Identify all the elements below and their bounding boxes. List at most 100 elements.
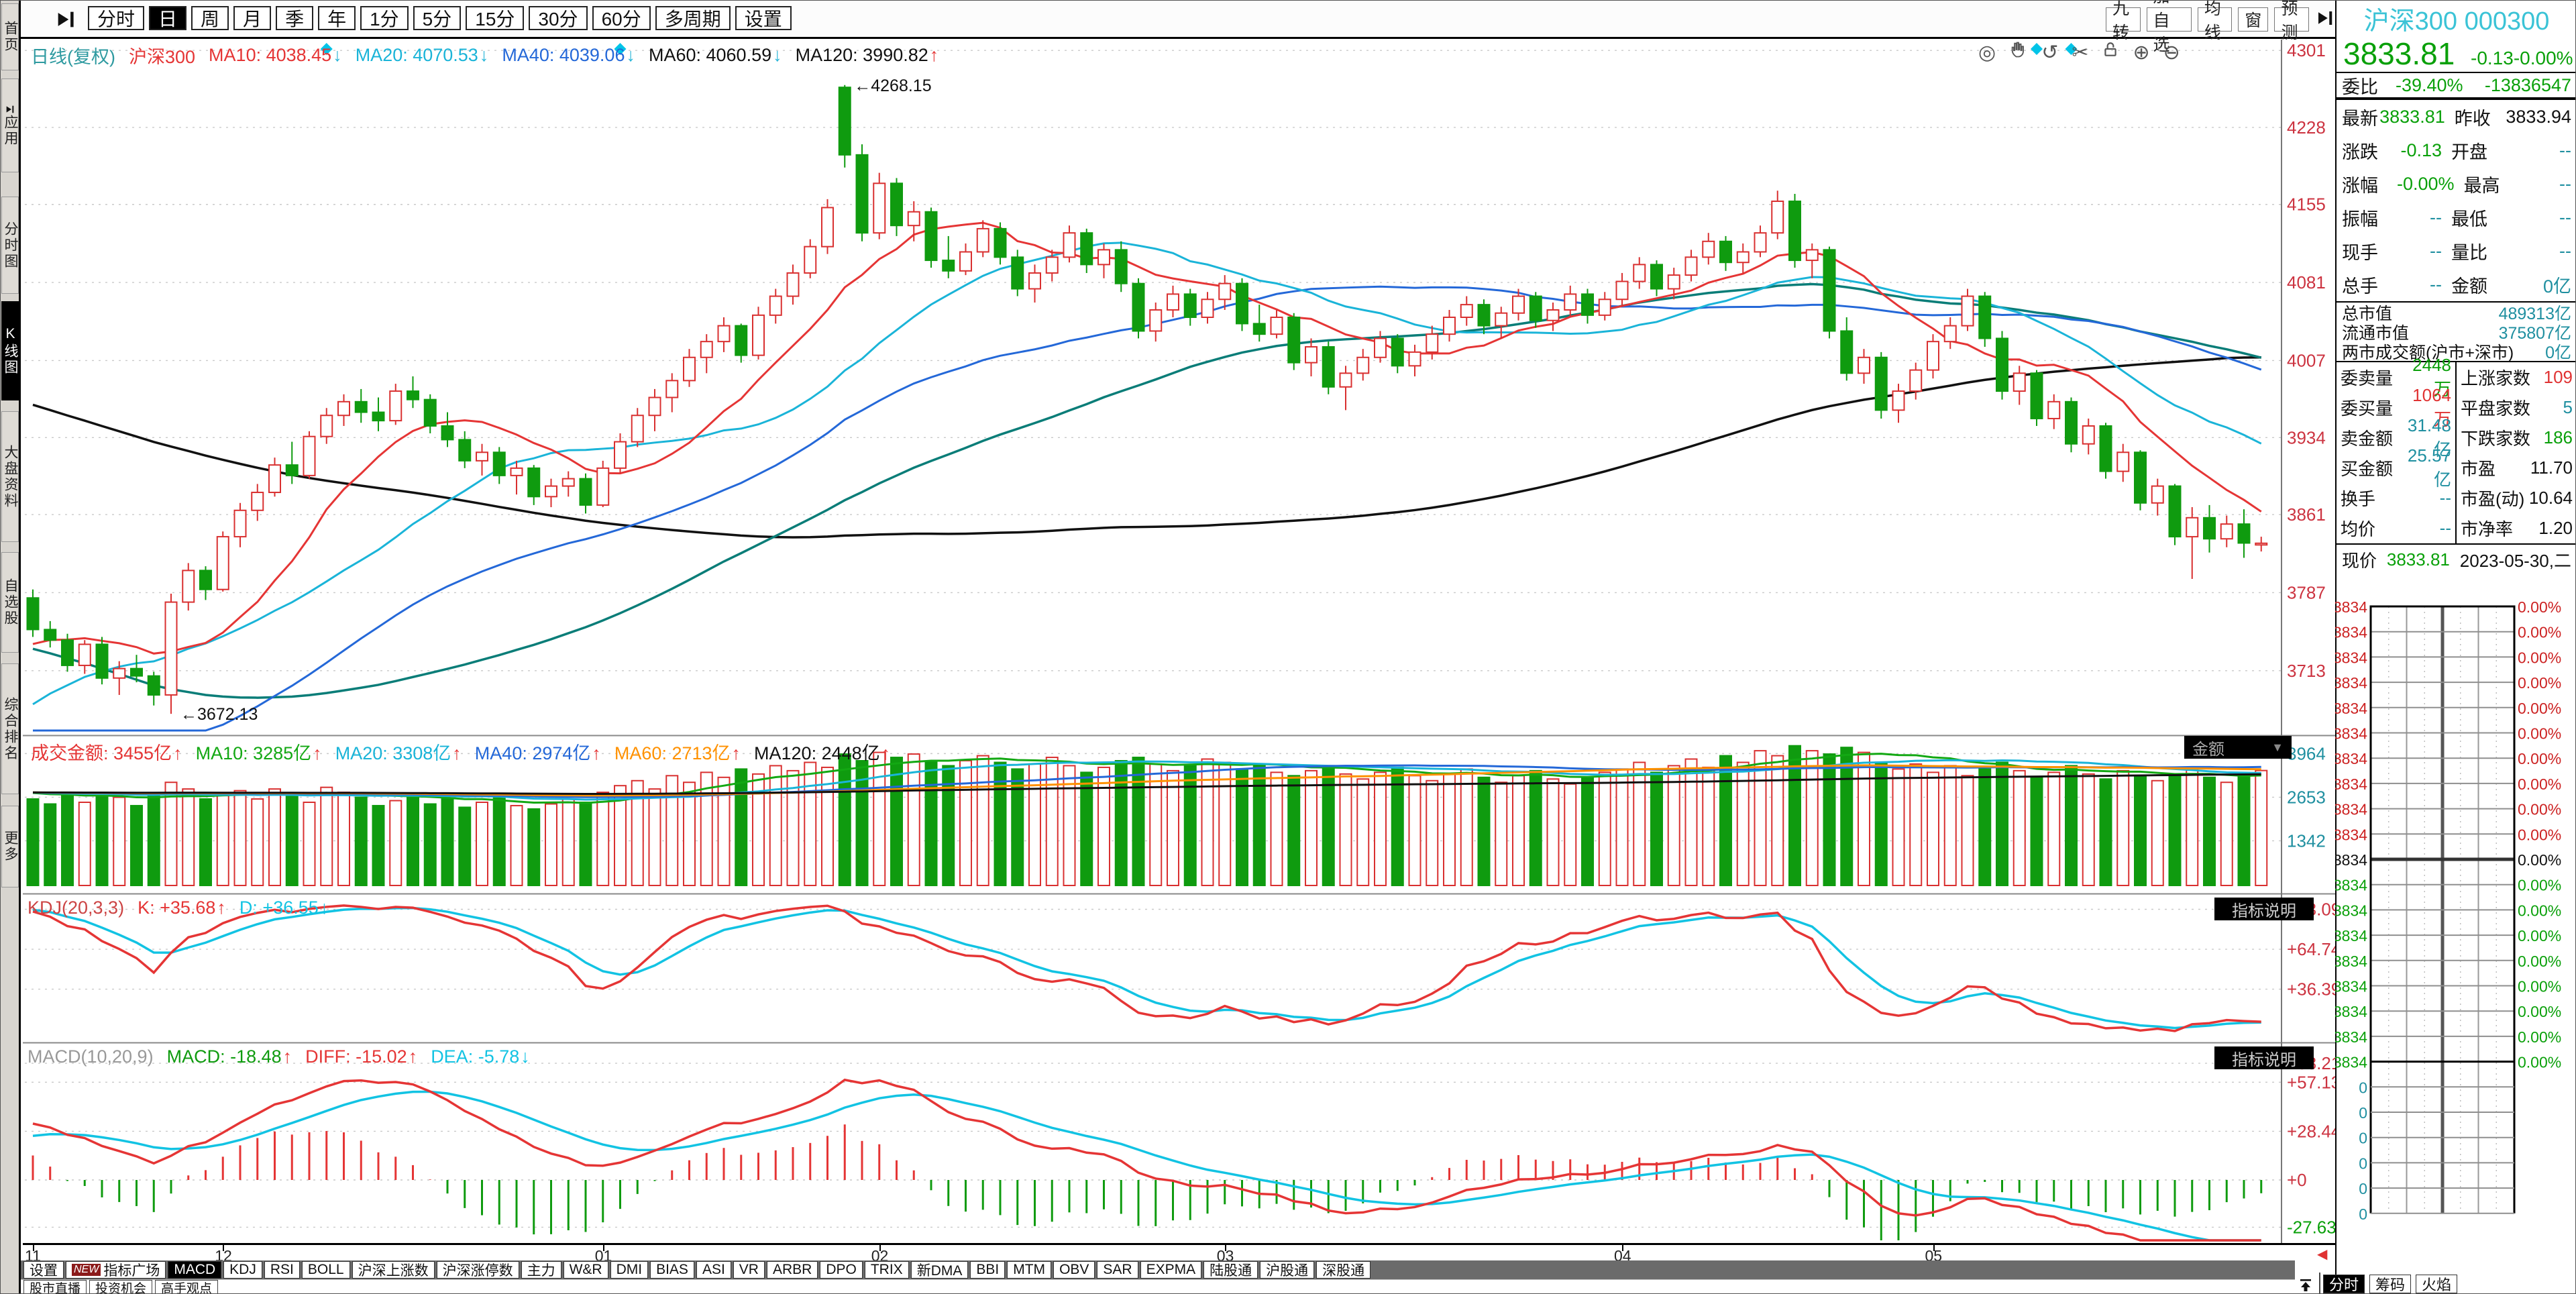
quote-value: 3833.81 bbox=[2379, 106, 2445, 127]
month-tick bbox=[223, 1245, 225, 1251]
indicator-tab-label: TRIX bbox=[870, 1262, 903, 1277]
period-tab-日[interactable]: 日 bbox=[149, 6, 187, 30]
indicator-tab-BBI[interactable]: BBI bbox=[970, 1261, 1006, 1279]
indicator-tab-MACD[interactable]: MACD bbox=[168, 1261, 222, 1279]
indicator-tab-label: MACD bbox=[174, 1262, 216, 1277]
sidebar-item-自选股[interactable]: 自选股 bbox=[1, 552, 19, 653]
value-text: MACD: -18.48 bbox=[166, 1046, 282, 1067]
indicator-tab-主力[interactable]: 主力 bbox=[521, 1261, 561, 1279]
lock-icon[interactable] bbox=[2102, 41, 2119, 64]
indicator-tab-指标广场[interactable]: NEW 指标广场 bbox=[66, 1261, 166, 1279]
period-tab-年[interactable]: 年 bbox=[318, 6, 356, 30]
mini-tab-筹码[interactable]: 筹码 bbox=[2369, 1275, 2412, 1293]
collapse-sidebar-icon[interactable] bbox=[54, 8, 77, 31]
indicator-tab-ASI[interactable]: ASI bbox=[696, 1261, 731, 1279]
indicator-tab-沪深上涨数[interactable]: 沪深上涨数 bbox=[352, 1261, 435, 1279]
indicator-tab-label: MTM bbox=[1013, 1262, 1046, 1277]
indicator-tab-BOLL[interactable]: BOLL bbox=[301, 1261, 350, 1279]
svg-text:3834: 3834 bbox=[2335, 927, 2367, 945]
mini-tab-火焰[interactable]: 火焰 bbox=[2416, 1275, 2458, 1293]
period-tab-分时[interactable]: 分时 bbox=[88, 6, 145, 30]
expand-panel-icon[interactable] bbox=[2298, 1277, 2314, 1293]
main-chart-svg[interactable]: 4301 4228 4155 4081 4007 3934 3861 3787 3713 3964… bbox=[23, 39, 2335, 1243]
sidebar-item-首页[interactable]: 首页 bbox=[1, 3, 19, 70]
kdj-indicator-desc-button[interactable]: 指标说明 bbox=[2214, 898, 2314, 920]
undo-icon[interactable]: ↺ bbox=[2041, 41, 2059, 64]
indicator-tab-label: 主力 bbox=[527, 1263, 555, 1279]
kdj-header: KDJ(20,3,3) K: +35.68↑ D: +36.55↓ bbox=[28, 898, 329, 918]
indicator-tab-SAR[interactable]: SAR bbox=[1097, 1261, 1138, 1279]
collapse-right-panel-icon[interactable] bbox=[2315, 8, 2335, 32]
indicator-tab-沪深涨停数[interactable]: 沪深涨停数 bbox=[436, 1261, 519, 1279]
period-tab-季[interactable]: 季 bbox=[276, 6, 314, 30]
indicator-tab-EXPMA[interactable]: EXPMA bbox=[1140, 1261, 1202, 1279]
indicator-tab-沪股通[interactable]: 沪股通 bbox=[1260, 1261, 1315, 1279]
period-tabs: 分时日周月季年 1分 5分 15分 30分 60分 多周期 设置 bbox=[88, 6, 792, 30]
indicator-tab-OBV[interactable]: OBV bbox=[1053, 1261, 1095, 1279]
up-arrow-icon: ↑ bbox=[881, 743, 891, 763]
indicator-tab-新DMA[interactable]: 新DMA bbox=[910, 1261, 969, 1279]
indicator-tab-W&R[interactable]: W&R bbox=[563, 1261, 608, 1279]
period-tab-30分[interactable]: 30分 bbox=[529, 6, 588, 30]
indicator-tab-BIAS[interactable]: BIAS bbox=[650, 1261, 694, 1279]
up-arrow-icon: ↑ bbox=[592, 743, 601, 763]
zoom-in-icon[interactable]: ⊕ bbox=[2133, 41, 2150, 64]
mini-intraday-chart[interactable]: 3834 0.00% 3834 0.00% 3834 0.00% 3834 0.00% 3834… bbox=[2335, 598, 2575, 1242]
sidebar-item-应用[interactable]: 应用 bbox=[1, 78, 19, 172]
svg-text:0: 0 bbox=[2359, 1205, 2367, 1223]
symbol-label: 沪深300 bbox=[128, 47, 196, 67]
indicator-tab-RSI[interactable]: RSI bbox=[264, 1261, 300, 1279]
mini-tab-分时[interactable]: 分时 bbox=[2323, 1275, 2365, 1293]
sidebar-item-K线图[interactable]: K线图 bbox=[1, 301, 19, 400]
sidebar-item-分时图[interactable]: 分时图 bbox=[1, 197, 19, 294]
header-value: DEA: -5.78↓ bbox=[431, 1046, 530, 1067]
toolbar-button-窗[interactable]: 窗 bbox=[2238, 7, 2269, 32]
bottom-tab-高手观点[interactable]: 高手观点 bbox=[155, 1280, 219, 1293]
quote-value: 1064万 bbox=[2412, 384, 2451, 429]
indicator-tab-MTM[interactable]: MTM bbox=[1007, 1261, 1052, 1279]
period-tab-月[interactable]: 月 bbox=[233, 6, 272, 30]
indicator-tab-陆股通[interactable]: 陆股通 bbox=[1203, 1261, 1258, 1279]
quote-pair-市净率: 市净率 1.20 bbox=[2457, 513, 2575, 543]
indicator-tab-设置[interactable]: 设置 bbox=[23, 1261, 64, 1279]
hand-icon[interactable] bbox=[2009, 40, 2028, 64]
period-tab-15分[interactable]: 15分 bbox=[466, 6, 525, 30]
quote-value: -- bbox=[2559, 173, 2571, 194]
up-arrow-icon: ↑ bbox=[408, 1046, 418, 1067]
toolbar-button-预测[interactable]: 预测 bbox=[2274, 1, 2309, 42]
quote-label: 委买量 bbox=[2341, 398, 2394, 419]
volume-metric-dropdown[interactable]: 金额 ▼ bbox=[2184, 736, 2292, 759]
indicator-tab-TRIX[interactable]: TRIX bbox=[864, 1261, 909, 1279]
macd-indicator-desc-button[interactable]: 指标说明 bbox=[2214, 1046, 2314, 1069]
bottom-tab-股市直播[interactable]: 股市直播 bbox=[23, 1280, 87, 1293]
svg-text:0: 0 bbox=[2359, 1104, 2367, 1122]
scissors-icon[interactable]: ✂ bbox=[2072, 41, 2089, 64]
zoom-out-icon[interactable]: ⊖ bbox=[2163, 41, 2180, 64]
bottom-tab-投资机会[interactable]: 投资机会 bbox=[89, 1280, 153, 1293]
sidebar-item-更多[interactable]: 更多 bbox=[1, 806, 19, 887]
period-tab-1分[interactable]: 1分 bbox=[360, 6, 409, 30]
period-tab-5分[interactable]: 5分 bbox=[413, 6, 462, 30]
up-arrow-icon: ↑ bbox=[173, 743, 182, 763]
indicator-tab-DMI[interactable]: DMI bbox=[610, 1261, 649, 1279]
toolbar-button-均线[interactable]: 均线 bbox=[2197, 1, 2233, 42]
period-tab-设置[interactable]: 设置 bbox=[735, 6, 792, 30]
toolbar-button-九转[interactable]: 九转 bbox=[2106, 1, 2141, 42]
period-tab-多周期[interactable]: 多周期 bbox=[655, 6, 731, 30]
signal-diamond-icon bbox=[614, 43, 627, 55]
indicator-tab-VR[interactable]: VR bbox=[733, 1261, 765, 1279]
indicator-tab-KDJ[interactable]: KDJ bbox=[223, 1261, 262, 1279]
sidebar-item-综合排名[interactable]: 综合排名 bbox=[1, 663, 19, 794]
quote-value: -- bbox=[2439, 518, 2451, 538]
period-tab-60分[interactable]: 60分 bbox=[592, 6, 651, 30]
indicator-tab-ARBR[interactable]: ARBR bbox=[766, 1261, 818, 1279]
period-tab-周[interactable]: 周 bbox=[191, 6, 229, 30]
value-text: DEA: -5.78 bbox=[431, 1046, 520, 1067]
indicator-tab-DPO[interactable]: DPO bbox=[820, 1261, 863, 1279]
toolbar-button-加自选[interactable]: 加自选 bbox=[2146, 1, 2192, 54]
sidebar-item-大盘资料[interactable]: 大盘资料 bbox=[1, 411, 19, 542]
svg-text:-27.63: -27.63 bbox=[2287, 1217, 2335, 1237]
target-icon[interactable]: ◎ bbox=[1978, 41, 1996, 64]
indicator-tab-深股通[interactable]: 深股通 bbox=[1316, 1261, 1371, 1279]
